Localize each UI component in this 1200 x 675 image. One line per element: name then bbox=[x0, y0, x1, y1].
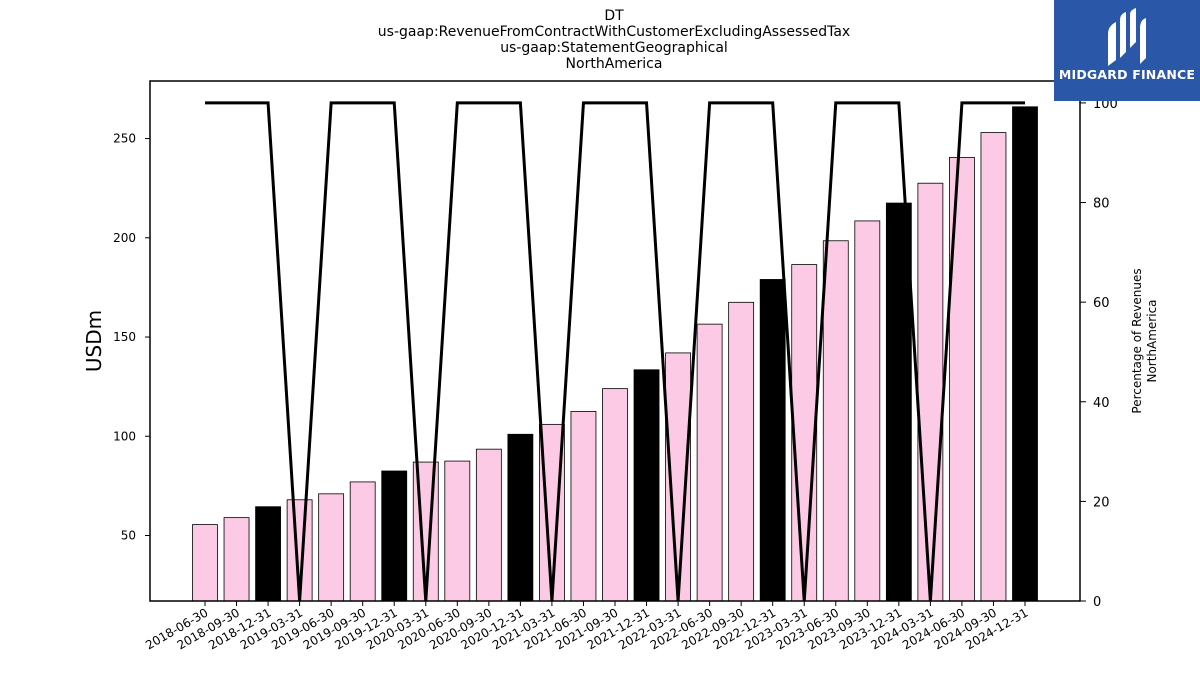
title-line-3: us-gaap:StatementGeographical bbox=[500, 40, 728, 56]
chart-title: DT us-gaap:RevenueFromContractWithCustom… bbox=[378, 8, 850, 72]
bar bbox=[822, 240, 849, 602]
bar bbox=[507, 433, 534, 602]
y2-tick-label: 80 bbox=[1093, 197, 1110, 212]
bar bbox=[570, 411, 597, 602]
y-tick-label: 50 bbox=[121, 529, 136, 543]
y-axis-right-label-line-1: Percentage of Revenues bbox=[1130, 268, 1144, 413]
title-line-2: us-gaap:RevenueFromContractWithCustomerE… bbox=[378, 24, 850, 40]
bar bbox=[917, 182, 944, 602]
logo-text: MIDGARD FINANCE bbox=[1058, 67, 1196, 82]
bar bbox=[223, 517, 250, 602]
bar bbox=[854, 220, 881, 602]
bar bbox=[444, 460, 471, 602]
bar bbox=[318, 493, 345, 602]
bar bbox=[1012, 106, 1038, 602]
y-tick-label: 250 bbox=[113, 132, 136, 146]
bar bbox=[980, 132, 1007, 602]
bar bbox=[349, 481, 376, 602]
bar bbox=[255, 506, 281, 602]
y2-tick-label: 60 bbox=[1093, 296, 1110, 311]
bar bbox=[791, 264, 818, 602]
bar bbox=[696, 323, 723, 602]
bar bbox=[728, 301, 755, 602]
bar bbox=[475, 448, 502, 602]
title-line-4: NorthAmerica bbox=[566, 56, 663, 72]
y-tick-label: 200 bbox=[113, 231, 136, 245]
x-axis: 2018-06-302018-09-302018-12-312019-03-31… bbox=[143, 601, 1031, 652]
y-axis-right-label-line-2: NorthAmerica bbox=[1145, 299, 1159, 382]
bar bbox=[381, 470, 408, 602]
y-tick-label: 100 bbox=[113, 429, 136, 443]
bar bbox=[602, 388, 628, 602]
y-tick-label: 150 bbox=[113, 330, 136, 344]
y2-tick-label: 40 bbox=[1093, 396, 1110, 411]
logo-mark-icon bbox=[1108, 8, 1146, 66]
y2-tick-label: 20 bbox=[1093, 495, 1110, 510]
y2-tick-label: 0 bbox=[1093, 595, 1101, 610]
bar-series bbox=[192, 106, 1038, 602]
y-axis-left: 50 100 150 200 250 bbox=[113, 132, 150, 543]
bar bbox=[633, 369, 660, 602]
bar bbox=[192, 524, 218, 602]
midgard-finance-logo: MIDGARD FINANCE bbox=[1054, 0, 1200, 101]
title-line-1: DT bbox=[604, 8, 624, 24]
y-axis-left-label: USDm bbox=[82, 310, 106, 372]
bar bbox=[759, 279, 786, 602]
